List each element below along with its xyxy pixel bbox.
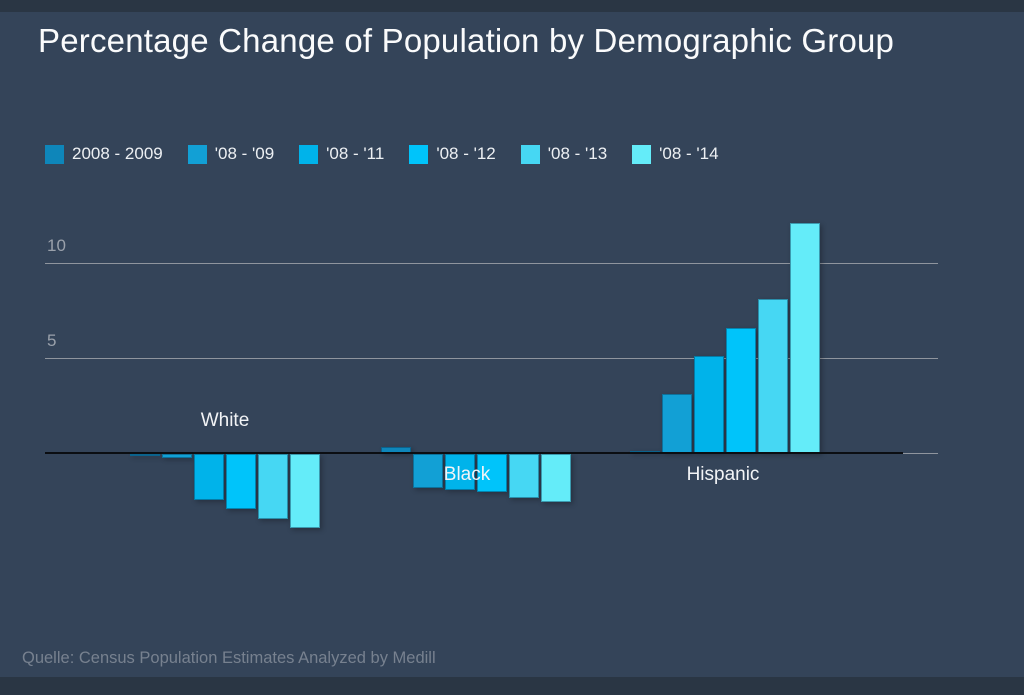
bar-black-series-5	[541, 454, 571, 502]
bar-black-series-2	[445, 454, 475, 490]
bar-hispanic-series-2	[694, 356, 724, 453]
legend-item-label: '08 - '09	[214, 144, 275, 163]
y-tick-label-10: 10	[47, 236, 66, 255]
legend-item-label: '08 - '14	[659, 144, 719, 163]
bar-white-series-0	[130, 454, 160, 456]
legend: 2008 - 2009 '08 - '09 '08 - '11 '08 - '1…	[45, 144, 719, 164]
bar-white-series-3	[226, 454, 256, 509]
bar-white-series-2	[194, 454, 224, 500]
legend-swatch-icon	[299, 144, 319, 164]
chart-title: Percentage Change of Population by Demog…	[38, 22, 895, 59]
legend-item-label: '08 - '12	[436, 144, 496, 163]
legend-swatch-icon	[45, 144, 64, 164]
legend-item-08-12: '08 - '12	[409, 144, 496, 164]
legend-item-label: '08 - '13	[547, 144, 608, 163]
bar-white-series-5	[290, 454, 320, 528]
category-label-white: White	[200, 410, 250, 431]
bar-hispanic-series-3	[726, 328, 756, 453]
legend-item-08-09: '08 - '09	[187, 144, 275, 164]
legend-item-2008-2009: 2008 - 2009	[45, 144, 163, 164]
gridline-5	[45, 358, 938, 359]
legend-item-08-13: '08 - '13	[520, 144, 608, 164]
legend-swatch-icon	[632, 144, 652, 164]
legend-item-08-14: '08 - '14	[632, 144, 719, 164]
zero-axis-line	[45, 452, 903, 454]
gridline-10	[45, 263, 938, 264]
category-label-hispanic: Hispanic	[686, 464, 760, 485]
legend-item-label: '08 - '11	[326, 144, 385, 163]
top-strip	[0, 0, 1024, 12]
bar-white-series-4	[258, 454, 288, 519]
bar-hispanic-series-4	[758, 299, 788, 453]
category-label-black: Black	[443, 464, 491, 485]
bar-hispanic-series-1	[662, 394, 692, 453]
legend-item-label: 2008 - 2009	[72, 144, 163, 163]
legend-item-08-11: '08 - '11	[299, 144, 384, 164]
source-caption: Quelle: Census Population Estimates Anal…	[22, 649, 436, 667]
bar-hispanic-series-5	[790, 223, 820, 453]
bottom-strip	[0, 677, 1024, 695]
legend-swatch-icon	[187, 144, 207, 164]
legend-swatch-icon	[520, 144, 540, 164]
bar-black-series-4	[509, 454, 539, 498]
legend-swatch-icon	[409, 144, 429, 164]
bar-white-series-1	[162, 454, 192, 458]
bar-black-series-3	[477, 454, 507, 492]
y-tick-label-5: 5	[47, 331, 57, 350]
bar-black-series-1	[413, 454, 443, 488]
